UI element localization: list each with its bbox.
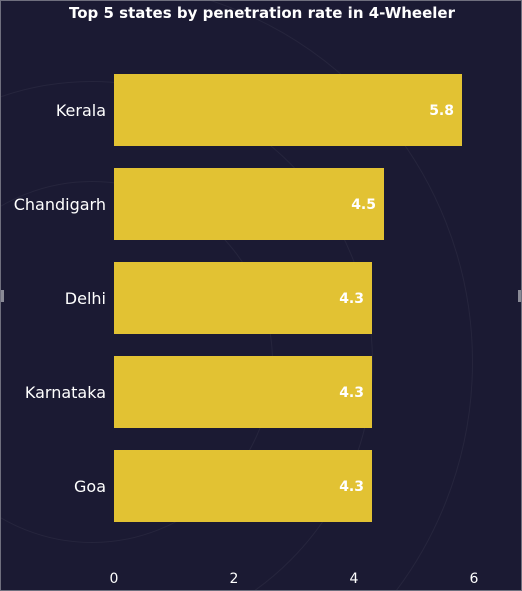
bar-delhi[interactable] [114, 262, 372, 334]
data-label: 4.5 [351, 197, 376, 213]
data-label: 4.3 [339, 385, 364, 401]
category-label: Delhi [65, 289, 106, 308]
bar-chandigarh[interactable] [114, 168, 384, 240]
resize-handle-right[interactable] [518, 290, 521, 302]
x-tick-label: 2 [230, 571, 239, 587]
data-label: 4.3 [339, 291, 364, 307]
data-label: 5.8 [429, 103, 454, 119]
x-tick-label: 0 [110, 571, 119, 587]
bar-kerala[interactable] [114, 74, 462, 146]
x-tick-label: 4 [350, 571, 359, 587]
category-label: Karnataka [25, 383, 106, 402]
category-label: Chandigarh [14, 195, 106, 214]
bar-karnataka[interactable] [114, 356, 372, 428]
bar-goa[interactable] [114, 450, 372, 522]
data-label: 4.3 [339, 479, 364, 495]
category-label: Kerala [56, 101, 106, 120]
x-tick-label: 6 [470, 571, 479, 587]
resize-handle-left[interactable] [1, 290, 4, 302]
category-label: Goa [74, 477, 106, 496]
